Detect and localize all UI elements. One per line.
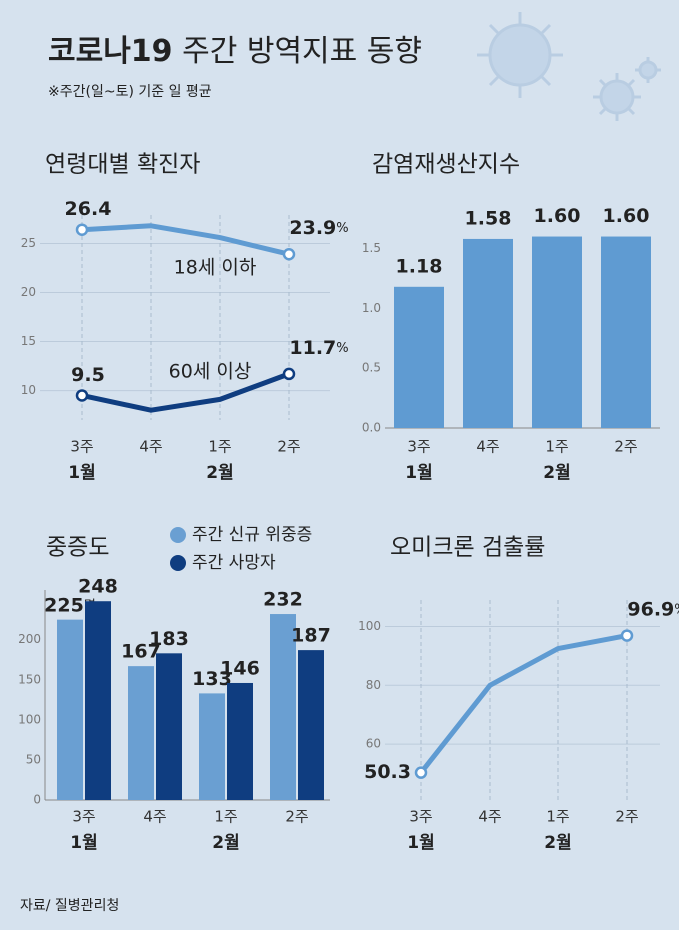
title-bold: 코로나19 (48, 34, 173, 69)
month-label: 2월 (543, 463, 570, 483)
point (282, 247, 296, 261)
series-label: 60세 이상 (169, 361, 252, 383)
value-label: 1.58 (465, 207, 512, 229)
value-label: 50.3 (364, 761, 411, 783)
bar (270, 614, 296, 800)
x-tick-label: 1주 (545, 438, 568, 456)
x-tick-label: 1주 (208, 438, 231, 456)
y-tick-label: 100 (358, 619, 381, 633)
x-tick-label: 3주 (72, 808, 95, 826)
y-tick-label: 80 (366, 678, 381, 692)
x-tick-label: 2주 (277, 438, 300, 456)
line (81, 223, 290, 257)
y-tick-label: 200 (18, 632, 41, 646)
value-label: 9.5 (71, 364, 105, 386)
value-label: 23.9% (289, 217, 348, 239)
legend-swatch (170, 555, 186, 571)
y-tick-label: 0.0 (362, 421, 381, 435)
bar (394, 286, 444, 428)
point (75, 223, 89, 236)
month-label: 2월 (206, 463, 233, 483)
bar (532, 236, 582, 428)
series-label: 18세 이하 (174, 257, 257, 279)
main-title: 코로나19 주간 방역지표 동향 (48, 34, 422, 69)
x-tick-label: 1주 (214, 808, 237, 826)
y-tick-label: 25 (21, 236, 36, 250)
y-tick-label: 15 (21, 334, 36, 348)
bar (85, 601, 111, 800)
chart-title: 중증도 (46, 535, 109, 561)
chart-title: 오미크론 검출률 (390, 535, 545, 561)
y-tick-label: 0 (33, 793, 41, 807)
subtitle: ※주간(일~토) 기준 일 평균 (48, 84, 212, 100)
virus-decoration (477, 12, 661, 121)
point (282, 367, 296, 381)
y-tick-label: 1.5 (362, 241, 381, 255)
value-label: 232 (263, 589, 303, 611)
y-tick-label: 20 (21, 285, 36, 299)
x-tick-label: 4주 (476, 438, 499, 456)
y-tick-label: 150 (18, 672, 41, 686)
value-label: 96.9% (627, 598, 679, 620)
line (419, 633, 628, 775)
x-tick-label: 2주 (615, 808, 638, 826)
bar (227, 682, 253, 800)
x-tick-label: 4주 (478, 808, 501, 826)
value-label: 11.7% (289, 336, 348, 358)
bar (199, 693, 225, 800)
bar (298, 650, 324, 800)
source: 자료/ 질병관리청 (20, 898, 119, 914)
legend-label: 주간 신규 위중증 (192, 525, 312, 545)
x-tick-label: 2주 (285, 808, 308, 826)
y-tick-label: 10 (21, 383, 36, 397)
y-tick-label: 0.5 (362, 361, 381, 375)
y-tick-label: 60 (366, 737, 381, 751)
title-rest: 주간 방역지표 동향 (182, 34, 422, 69)
value-label: 1.60 (534, 205, 581, 227)
line (81, 371, 290, 413)
x-tick-label: 3주 (409, 808, 432, 826)
month-label: 1월 (405, 463, 432, 483)
month-label: 2월 (212, 833, 239, 853)
value-label: 187 (291, 625, 331, 647)
value-label: 1.18 (396, 255, 443, 277)
bar (463, 238, 513, 428)
value-label: 248 (78, 576, 118, 598)
value-label: 26.4 (65, 198, 112, 220)
x-tick-label: 2주 (614, 438, 637, 456)
chart-title: 연령대별 확진자 (45, 152, 200, 178)
value-label: 167 (121, 641, 161, 663)
y-tick-label: 50 (26, 752, 41, 766)
legend-swatch (170, 527, 186, 543)
y-tick-label: 1.0 (362, 301, 381, 315)
value-label: 183 (149, 628, 189, 650)
month-label: 1월 (68, 463, 95, 483)
y-tick-label: 100 (18, 712, 41, 726)
point (75, 389, 89, 402)
value-label: 146 (220, 657, 260, 679)
x-tick-label: 1주 (546, 808, 569, 826)
month-label: 1월 (70, 833, 97, 853)
point (620, 629, 634, 642)
x-tick-label: 3주 (407, 438, 430, 456)
bar (156, 653, 182, 800)
legend-label: 주간 사망자 (192, 553, 276, 573)
x-tick-label: 4주 (139, 438, 162, 456)
x-tick-label: 4주 (143, 808, 166, 826)
bar (601, 236, 651, 428)
value-label: 133 (192, 668, 232, 690)
month-label: 2월 (544, 833, 571, 853)
point (414, 766, 428, 779)
chart-title: 감염재생산지수 (372, 152, 520, 178)
value-label: 1.60 (603, 205, 650, 227)
bar (128, 666, 154, 800)
x-tick-label: 3주 (70, 438, 93, 456)
month-label: 1월 (407, 833, 434, 853)
bar (57, 619, 83, 800)
